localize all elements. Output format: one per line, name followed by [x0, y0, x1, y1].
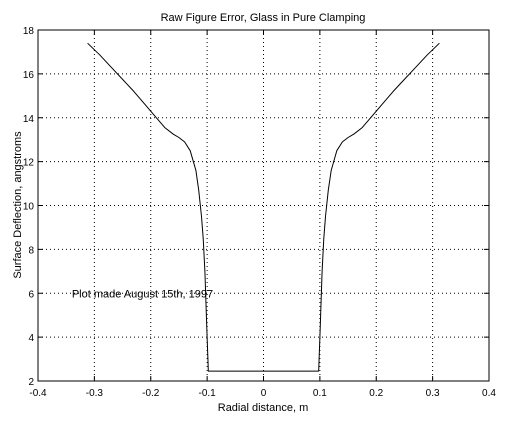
x-tick-label: 0.2 — [369, 388, 383, 399]
y-tick-label: 8 — [28, 245, 34, 256]
x-tick-label: 0.3 — [426, 388, 440, 399]
x-tick-label: -0.3 — [86, 388, 104, 399]
y-tick-label: 10 — [23, 202, 35, 213]
x-tick-label: 0 — [261, 388, 267, 399]
grid-lines — [38, 30, 489, 381]
y-tick-label: 12 — [23, 158, 35, 169]
y-tick-label: 14 — [23, 114, 35, 125]
x-tick-label: 0.4 — [482, 388, 496, 399]
y-tick-label: 18 — [23, 26, 35, 37]
plot-annotation: Plot made August 15th, 1997 — [72, 288, 213, 300]
series-layer — [87, 42, 440, 372]
x-tick-labels: -0.4 -0.3 -0.2 -0.1 0 0.1 0.2 0.3 0.4 — [29, 388, 496, 399]
y-tick-labels: 2 4 6 8 10 12 14 16 18 — [23, 26, 35, 388]
x-axis-label: Radial distance, m — [218, 402, 309, 414]
y-tick-label: 2 — [28, 377, 34, 388]
axis-ticks — [37, 29, 490, 382]
y-tick-label: 16 — [23, 70, 35, 81]
x-tick-label: -0.2 — [142, 388, 160, 399]
series-line-0 — [87, 42, 440, 372]
y-tick-label: 6 — [28, 289, 34, 300]
x-tick-label: 0.1 — [313, 388, 327, 399]
chart-title: Raw Figure Error, Glass in Pure Clamping — [161, 12, 366, 24]
y-tick-label: 4 — [28, 333, 34, 344]
x-tick-label: -0.1 — [199, 388, 217, 399]
x-tick-label: -0.4 — [29, 388, 47, 399]
y-axis-label: Surface Deflection, angstroms — [12, 131, 24, 279]
